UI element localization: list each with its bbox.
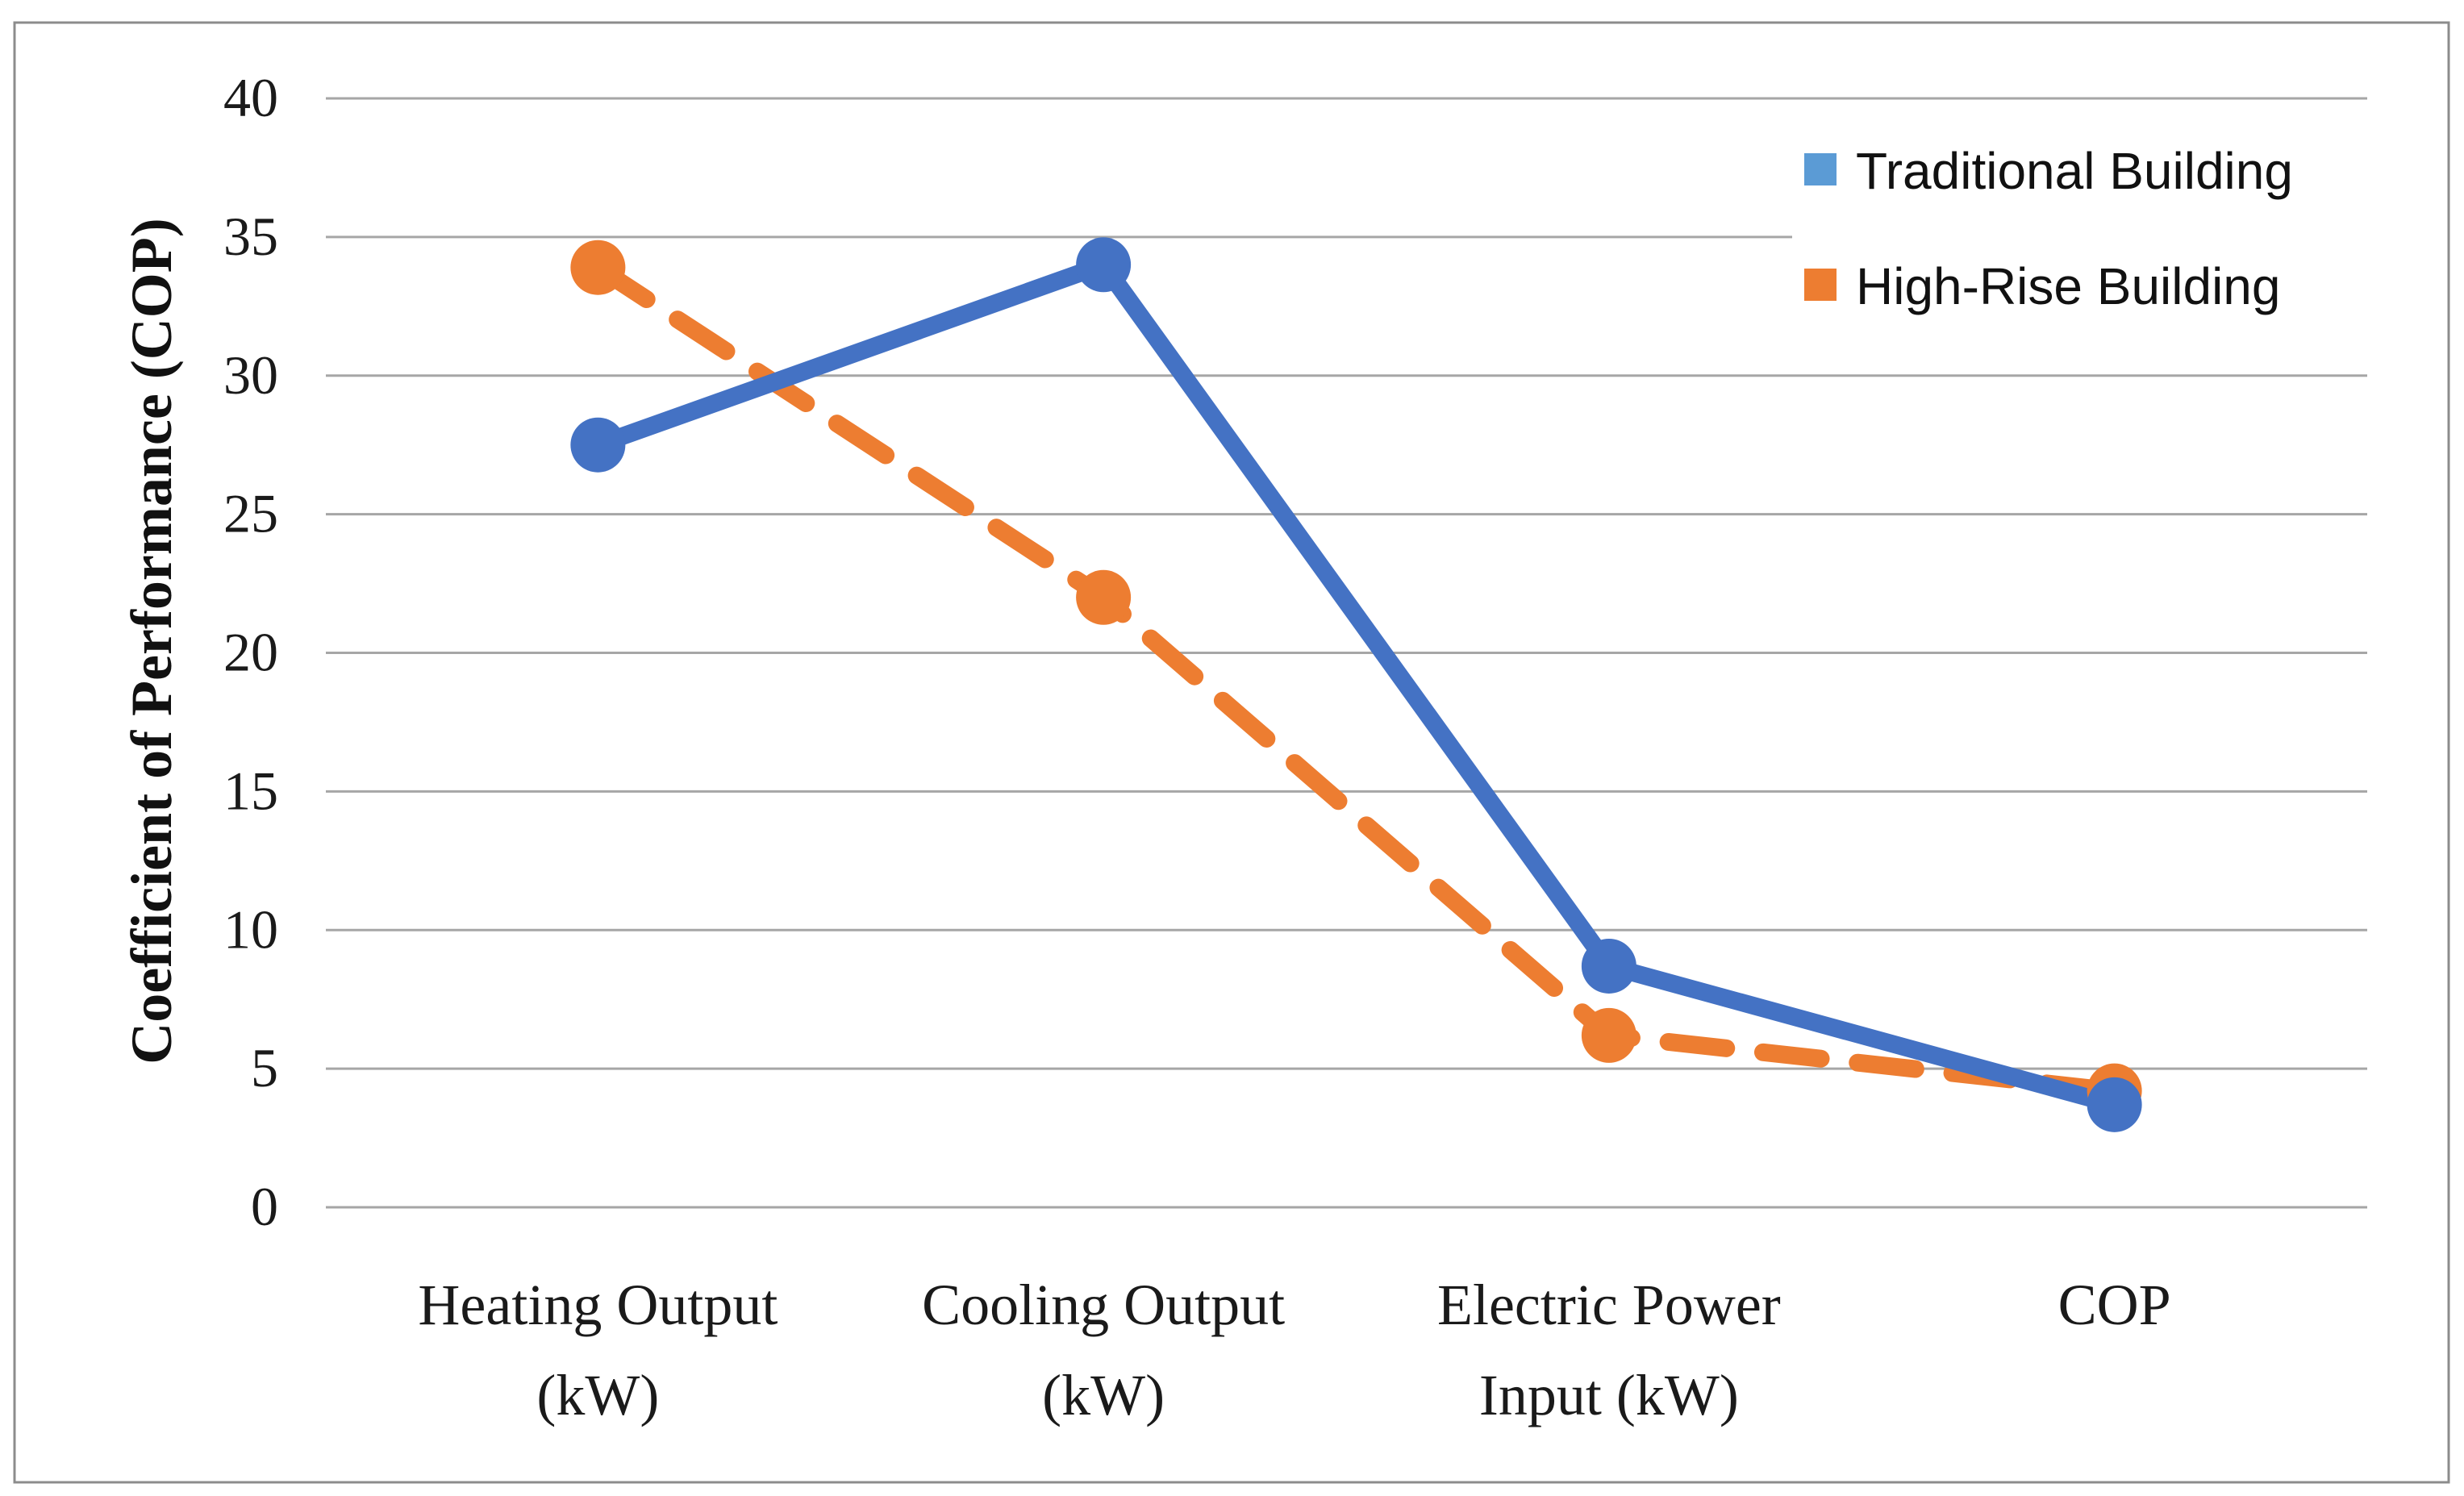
data-point: [1076, 237, 1132, 293]
legend-label[interactable]: Traditional Building: [1856, 142, 2293, 200]
legend-swatch: [1804, 153, 1837, 185]
y-tick-label: 15: [223, 760, 278, 821]
y-axis-ticks: 0 5 10 15 20 25 30 35 40: [223, 67, 278, 1237]
y-axis-label: Coefficient of Performance (COP): [119, 218, 184, 1065]
y-tick-label: 5: [251, 1037, 278, 1098]
data-point: [570, 240, 626, 295]
y-tick-label: 20: [223, 622, 278, 683]
x-tick-label-line: Heating Output: [418, 1273, 778, 1337]
data-point: [570, 417, 626, 473]
x-tick-label-line: (kW): [1042, 1363, 1165, 1427]
y-tick-label: 25: [223, 483, 278, 544]
y-tick-label: 40: [223, 67, 278, 128]
legend-box: [1792, 131, 2374, 371]
y-tick-label: 0: [251, 1176, 278, 1237]
y-tick-label: 30: [223, 344, 278, 406]
x-tick-label-line: COP: [2058, 1273, 2171, 1337]
legend-label[interactable]: High-Rise Building: [1856, 257, 2280, 315]
gridlines: [326, 97, 2367, 1209]
series-line: [589, 256, 2124, 1114]
x-tick-label-line: (kW): [536, 1363, 659, 1427]
data-point: [1076, 569, 1132, 625]
data-point: [1581, 1007, 1636, 1063]
series-line: [589, 258, 2124, 1100]
data-point: [2087, 1077, 2142, 1132]
x-axis-ticks: Heating Output (kW) Cooling Output (kW) Elec…: [418, 1273, 2170, 1427]
data-point: [1581, 938, 1636, 994]
x-tick-label-line: Input (kW): [1479, 1363, 1739, 1427]
x-tick-label: Cooling Output (kW): [922, 1273, 1285, 1427]
series: [570, 237, 2142, 1132]
y-tick-label: 10: [223, 898, 278, 960]
legend[interactable]: Traditional Building High-Rise Building: [1792, 131, 2374, 371]
legend-swatch: [1804, 269, 1837, 301]
x-tick-label-line: Cooling Output: [922, 1273, 1285, 1337]
x-tick-label-line: Electric Power: [1437, 1273, 1781, 1337]
x-tick-label: COP: [2058, 1273, 2171, 1337]
y-tick-label: 35: [223, 206, 278, 267]
x-tick-label: Electric Power Input (kW): [1437, 1273, 1781, 1427]
x-tick-label: Heating Output (kW): [418, 1273, 778, 1427]
